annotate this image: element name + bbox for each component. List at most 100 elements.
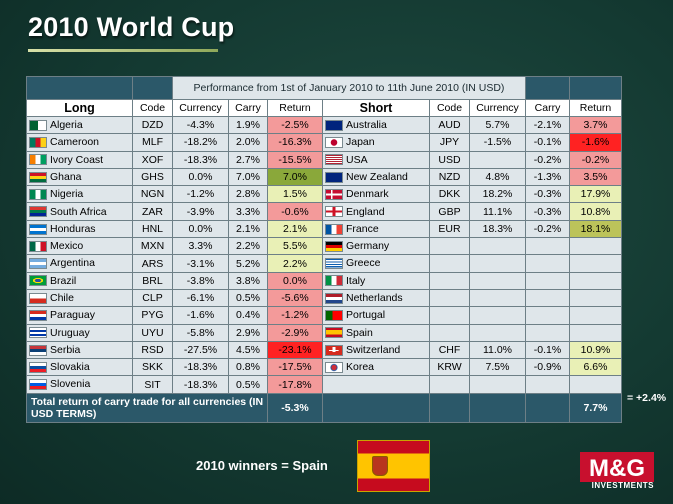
winners-caption: 2010 winners = Spain (196, 458, 328, 473)
nigeria-flag-icon (29, 188, 47, 200)
long-return-cell: 1.5% (267, 185, 323, 204)
long-currency-cell: -5.8% (172, 323, 229, 342)
short-return-cell (569, 237, 622, 256)
table-row: Ivory Coast XOF -18.3% 2.7% -15.5% USA USD -0.2… (26, 150, 622, 169)
total-long-return: -5.3% (267, 392, 323, 423)
south-africa-flag-icon (29, 206, 47, 218)
country-name: Honduras (50, 223, 96, 236)
country-cell: Nigeria (26, 185, 133, 204)
short-currency-cell (469, 375, 526, 394)
table-row: Chile CLP -6.1% 0.5% -5.6% Netherlands (26, 288, 622, 308)
country-name: Cameroon (50, 136, 100, 149)
blank-cell (525, 392, 570, 423)
long-carry-cell: 2.7% (228, 150, 268, 169)
long-return-cell: -17.5% (267, 358, 323, 377)
carry-header: Carry (228, 99, 268, 117)
long-return-cell: -5.6% (267, 288, 323, 308)
long-carry-cell: 2.1% (228, 219, 268, 239)
long-carry-cell: 1.9% (228, 115, 268, 135)
blank-cell (322, 392, 430, 423)
country-name: Mexico (50, 240, 84, 253)
table-row: Cameroon MLF -18.2% 2.0% -16.3% Japan JPY -1.5%… (26, 133, 622, 152)
germany-flag-icon (325, 240, 343, 252)
long-carry-cell: 0.8% (228, 358, 268, 377)
short-return-cell: -1.6% (569, 133, 622, 152)
argentina-flag-icon (29, 258, 47, 270)
ghana-flag-icon (29, 171, 47, 183)
long-return-cell: -2.9% (267, 323, 323, 342)
cameroon-flag-icon (29, 137, 47, 149)
country-cell: Slovenia (26, 375, 133, 394)
country-name: Italy (346, 274, 366, 287)
total-label: Total return of carry trade for all curr… (26, 392, 268, 423)
blank-cell (569, 76, 622, 100)
short-carry-cell: -0.2% (525, 219, 570, 239)
long-currency-cell: -18.3% (172, 358, 229, 377)
short-code-cell (429, 237, 470, 256)
long-currency-cell: -1.2% (172, 185, 229, 204)
greece-flag-icon (325, 258, 343, 270)
short-currency-cell (469, 271, 526, 290)
country-name: Serbia (50, 344, 81, 357)
long-return-cell: -17.8% (267, 375, 323, 394)
new-zealand-flag-icon (325, 171, 343, 183)
long-header: Long (26, 99, 133, 117)
short-currency-cell (469, 254, 526, 273)
spain-flag-icon (325, 327, 343, 339)
denmark-flag-icon (325, 188, 343, 200)
blank-cell (429, 392, 470, 423)
performance-table: Performance from 1st of January 2010 to … (26, 76, 622, 423)
short-currency-cell: 11.0% (469, 340, 526, 360)
country-name: Nigeria (50, 188, 84, 201)
chile-flag-icon (29, 292, 47, 304)
long-carry-cell: 7.0% (228, 167, 268, 187)
country-cell: Italy (322, 271, 430, 290)
short-return-cell (569, 254, 622, 273)
country-name: Australia (346, 119, 387, 132)
country-cell: South Africa (26, 202, 133, 221)
short-code-cell: NZD (429, 167, 470, 187)
short-code-cell: USD (429, 150, 470, 169)
country-cell: Mexico (26, 237, 133, 256)
short-carry-cell: -0.1% (525, 133, 570, 152)
mg-logo: M&G INVESTMENTS (580, 452, 654, 494)
blank-cell (26, 76, 133, 100)
country-cell: Chile (26, 288, 133, 308)
table-row: Argentina ARS -3.1% 5.2% 2.2% Greece (26, 254, 622, 273)
long-code-cell: MXN (132, 237, 173, 256)
table-row: Nigeria NGN -1.2% 2.8% 1.5% Denmark DKK 18.2% -0… (26, 185, 622, 204)
short-return-cell: 17.9% (569, 185, 622, 204)
long-carry-cell: 2.9% (228, 323, 268, 342)
table-row: Algeria DZD -4.3% 1.9% -2.5% Australia AUD 5.7%… (26, 115, 622, 135)
long-code-cell: SKK (132, 358, 173, 377)
short-code-cell: AUD (429, 115, 470, 135)
code-header: Code (429, 99, 470, 117)
long-return-cell: -15.5% (267, 150, 323, 169)
short-carry-cell (525, 271, 570, 290)
country-cell: Ivory Coast (26, 150, 133, 169)
short-currency-cell: 18.3% (469, 219, 526, 239)
ivory-coast-flag-icon (29, 154, 47, 166)
france-flag-icon (325, 223, 343, 235)
long-code-cell: HNL (132, 219, 173, 239)
short-carry-cell: -2.1% (525, 115, 570, 135)
short-header: Short (322, 99, 430, 117)
australia-flag-icon (325, 119, 343, 131)
long-currency-cell: -1.6% (172, 306, 229, 325)
country-name: Japan (346, 136, 375, 149)
country-name: Uruguay (50, 326, 90, 339)
table-row: Uruguay UYU -5.8% 2.9% -2.9% Spain (26, 323, 622, 342)
logo-sub: INVESTMENTS (591, 481, 654, 490)
long-currency-cell: -27.5% (172, 340, 229, 360)
country-name: Denmark (346, 188, 389, 201)
short-code-cell: KRW (429, 358, 470, 377)
long-currency-cell: -3.9% (172, 202, 229, 221)
japan-flag-icon (325, 137, 343, 149)
country-cell: Brazil (26, 271, 133, 290)
country-cell: Germany (322, 237, 430, 256)
short-carry-cell: -0.2% (525, 150, 570, 169)
long-code-cell: XOF (132, 150, 173, 169)
country-cell (322, 375, 430, 394)
country-cell: France (322, 219, 430, 239)
table-row: Slovakia SKK -18.3% 0.8% -17.5% Korea KRW 7.5% -… (26, 358, 622, 377)
